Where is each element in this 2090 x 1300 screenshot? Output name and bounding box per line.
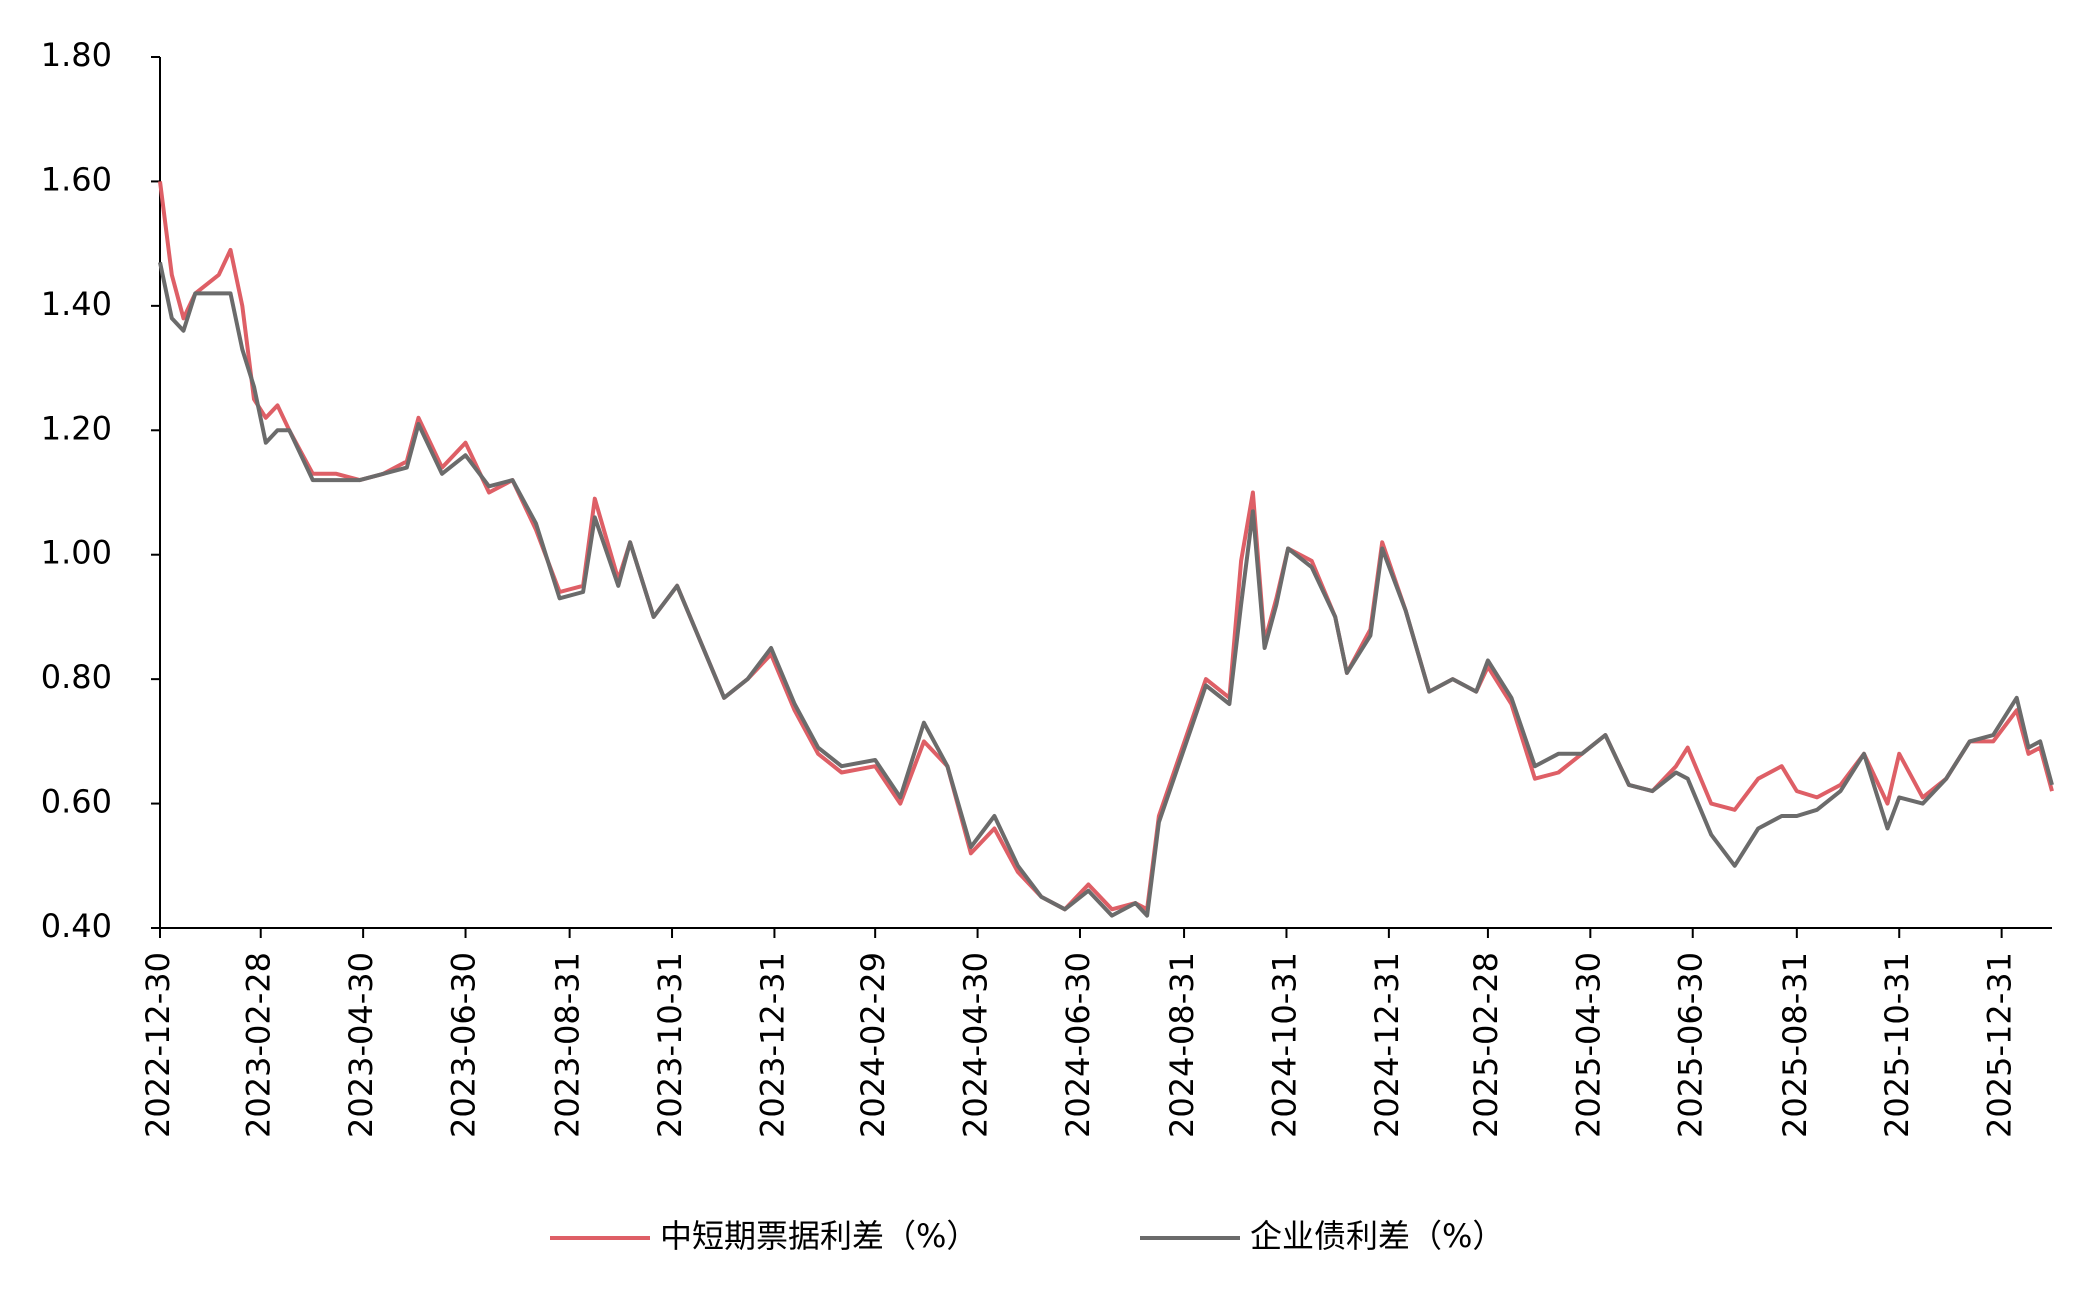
series-line [158,261,2054,918]
x-tick-label: 2023-02-28 [240,952,278,1138]
y-tick-label: 1.00 [41,534,112,572]
x-tick-label: 2025-10-31 [1878,952,1916,1138]
x-tick-label: 2023-12-31 [753,952,791,1138]
x-tick-label: 2025-06-30 [1672,952,1710,1138]
x-tick-label: 2023-06-30 [445,952,483,1138]
legend-label: 企业债利差（%） [1250,1217,1504,1255]
y-tick-label: 1.80 [41,36,112,74]
x-tick-label: 2025-08-31 [1776,952,1814,1138]
x-tick-label: 2023-04-30 [342,952,380,1138]
y-tick-label: 0.40 [41,907,112,945]
x-tick-label: 2023-08-31 [549,952,587,1138]
x-tick-label: 2024-06-30 [1059,952,1097,1138]
x-tick-label: 2025-04-30 [1569,952,1607,1138]
legend-label: 中短期票据利差（%） [660,1217,978,1255]
x-tick-label: 2025-12-31 [1981,952,2019,1138]
x-tick-label: 2024-12-31 [1368,952,1406,1138]
x-tick-label: 2024-02-29 [854,952,892,1138]
y-tick-label: 0.60 [41,783,112,821]
x-tick-label: 2024-08-31 [1163,952,1201,1138]
y-tick-label: 1.40 [41,285,112,323]
x-tick-label: 2024-04-30 [957,952,995,1138]
x-tick-label: 2025-02-28 [1467,952,1505,1138]
y-tick-label: 1.60 [41,160,112,198]
y-tick-label: 0.80 [41,658,112,696]
y-tick-label: 1.20 [41,409,112,447]
x-tick-label: 2022-12-30 [139,952,177,1138]
series-line [158,181,2054,912]
x-tick-label: 2023-10-31 [651,952,689,1138]
x-tick-label: 2024-10-31 [1265,952,1303,1138]
